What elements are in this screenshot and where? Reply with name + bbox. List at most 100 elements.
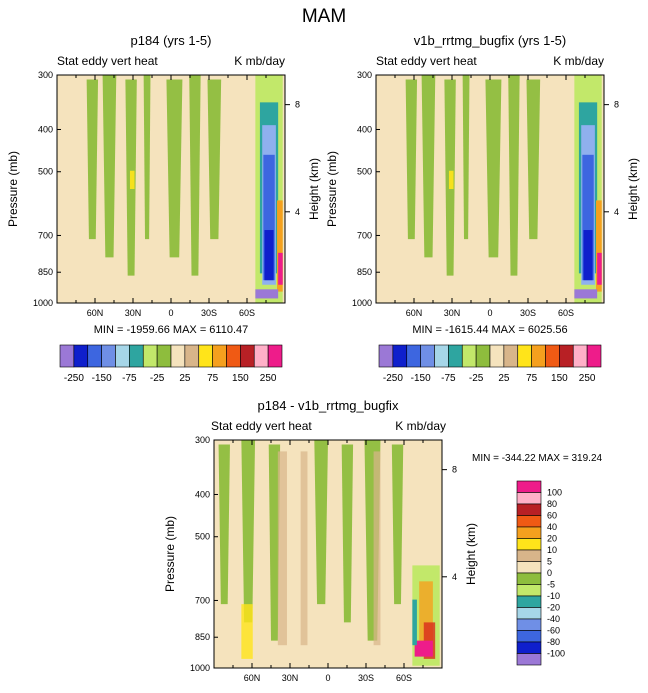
colorbar-swatch [240,344,255,368]
contour-band [102,75,117,258]
contour-band [341,444,354,623]
y-tick-label: 300 [357,70,372,80]
contour-edge [277,200,283,292]
contour-band [314,440,328,605]
colorbar: -250 -150 -75 -25 25 75 150 250 [378,344,602,384]
figure-title: MAM [302,6,346,27]
contour-edge [255,289,279,299]
contour-band [86,79,99,240]
x-tick-label: 30N [444,308,461,318]
colorbar-swatch [531,344,546,368]
panel-title: p184 (yrs 1-5) [131,33,212,48]
colorbar-swatch [170,344,186,368]
colorbar-swatch [516,641,542,654]
colorbar-swatch [420,344,435,368]
colorbar-label: -5 [547,580,555,590]
contour-band [462,75,470,240]
colorbar-swatch [392,344,408,368]
y-tick-label: 500 [38,167,53,177]
panel-right-string: K mb/day [395,419,446,433]
colorbar-label: -100 [547,649,565,659]
colorbar-swatch [253,344,269,368]
panel-left-string: Stat eddy vert heat [211,419,312,433]
y-tick-label: 700 [195,595,210,605]
x-tick-label: 30S [201,308,217,318]
y-tick-label: 400 [38,124,53,134]
colorbar-swatch [516,515,542,528]
y-axis-label: Pressure (mb) [325,151,339,227]
y-tick-label: 1000 [190,663,210,673]
colorbar-swatch [212,344,227,368]
height-tick-label: 4 [295,207,300,217]
contour-band [485,79,502,258]
colorbar-swatch [516,572,542,585]
height-tick-label: 4 [452,572,457,582]
colorbar-label: -20 [547,603,560,613]
contour-edge [583,230,593,281]
colorbar-swatch [184,344,200,368]
colorbar-label: -25 [150,373,165,384]
contour-edge [278,252,283,285]
colorbar-swatch [142,344,158,368]
colorbar-label: -80 [547,637,560,647]
colorbar-swatch [226,344,241,368]
colorbar-label: 10 [547,545,557,555]
height-tick-label: 4 [614,207,619,217]
colorbar-label: -150 [92,373,112,384]
panel-title: v1b_rrtmg_bugfix (yrs 1-5) [414,33,566,48]
colorbar-swatch [73,344,89,368]
height-tick-label: 8 [452,465,457,475]
colorbar-label: 250 [260,373,277,384]
colorbar-swatch [516,584,542,597]
min-max-stats: MIN = -1615.44 MAX = 6025.56 [412,324,567,336]
colorbar-label: 100 [547,488,562,498]
contour-streak [129,170,135,189]
colorbar-swatch [545,344,560,368]
y-tick-label: 700 [38,230,53,240]
contour-band [166,79,183,258]
colorbar-label: -75 [122,373,137,384]
colorbar-swatch [378,344,394,368]
height-axis-label: Height (km) [464,523,478,585]
colorbar-swatch [129,344,144,368]
colorbar-label: 20 [547,534,557,544]
contour-edge [597,252,602,285]
height-axis-label: Height (km) [307,158,321,220]
y-tick-label: 850 [38,267,53,277]
contour-edge [574,289,598,299]
colorbar-swatch [516,595,542,608]
chart-panel-2: v1b_rrtmg_bugfix (yrs 1-5) Stat eddy vert… [325,33,640,384]
x-tick-label: 60S [558,308,574,318]
colorbar-label: 25 [498,373,510,384]
y-axis-label: Pressure (mb) [163,516,177,592]
y-tick-label: 1000 [352,298,372,308]
panel-title: p184 - v1b_rrtmg_bugfix [258,398,399,413]
y-tick-label: 850 [195,632,210,642]
chart-panel-3: p184 - v1b_rrtmg_bugfix Stat eddy vert he… [163,398,603,683]
colorbar-label: 75 [207,373,219,384]
colorbar-swatch [516,503,542,516]
colorbar-swatch [59,344,75,368]
contour-streak [373,451,381,646]
x-tick-label: 60S [396,673,412,683]
colorbar-label: 60 [547,511,557,521]
x-tick-label: 60N [244,673,261,683]
contour-edge [414,640,433,657]
colorbar-swatch [503,344,519,368]
colorbar-label: 150 [232,373,249,384]
colorbar-swatch [517,344,532,368]
colorbar-swatch [516,618,542,631]
colorbar-swatch [434,344,449,368]
contour-band [143,75,151,240]
colorbar-label: 250 [579,373,596,384]
y-tick-label: 300 [195,435,210,445]
colorbar-swatch [198,344,213,368]
contour-band [391,444,404,605]
colorbar-swatch [115,344,130,368]
colorbar-swatch [516,549,542,562]
contour-band [421,75,436,258]
colorbar-label: -40 [547,614,560,624]
y-tick-label: 400 [195,489,210,499]
colorbar-swatch [475,344,491,368]
